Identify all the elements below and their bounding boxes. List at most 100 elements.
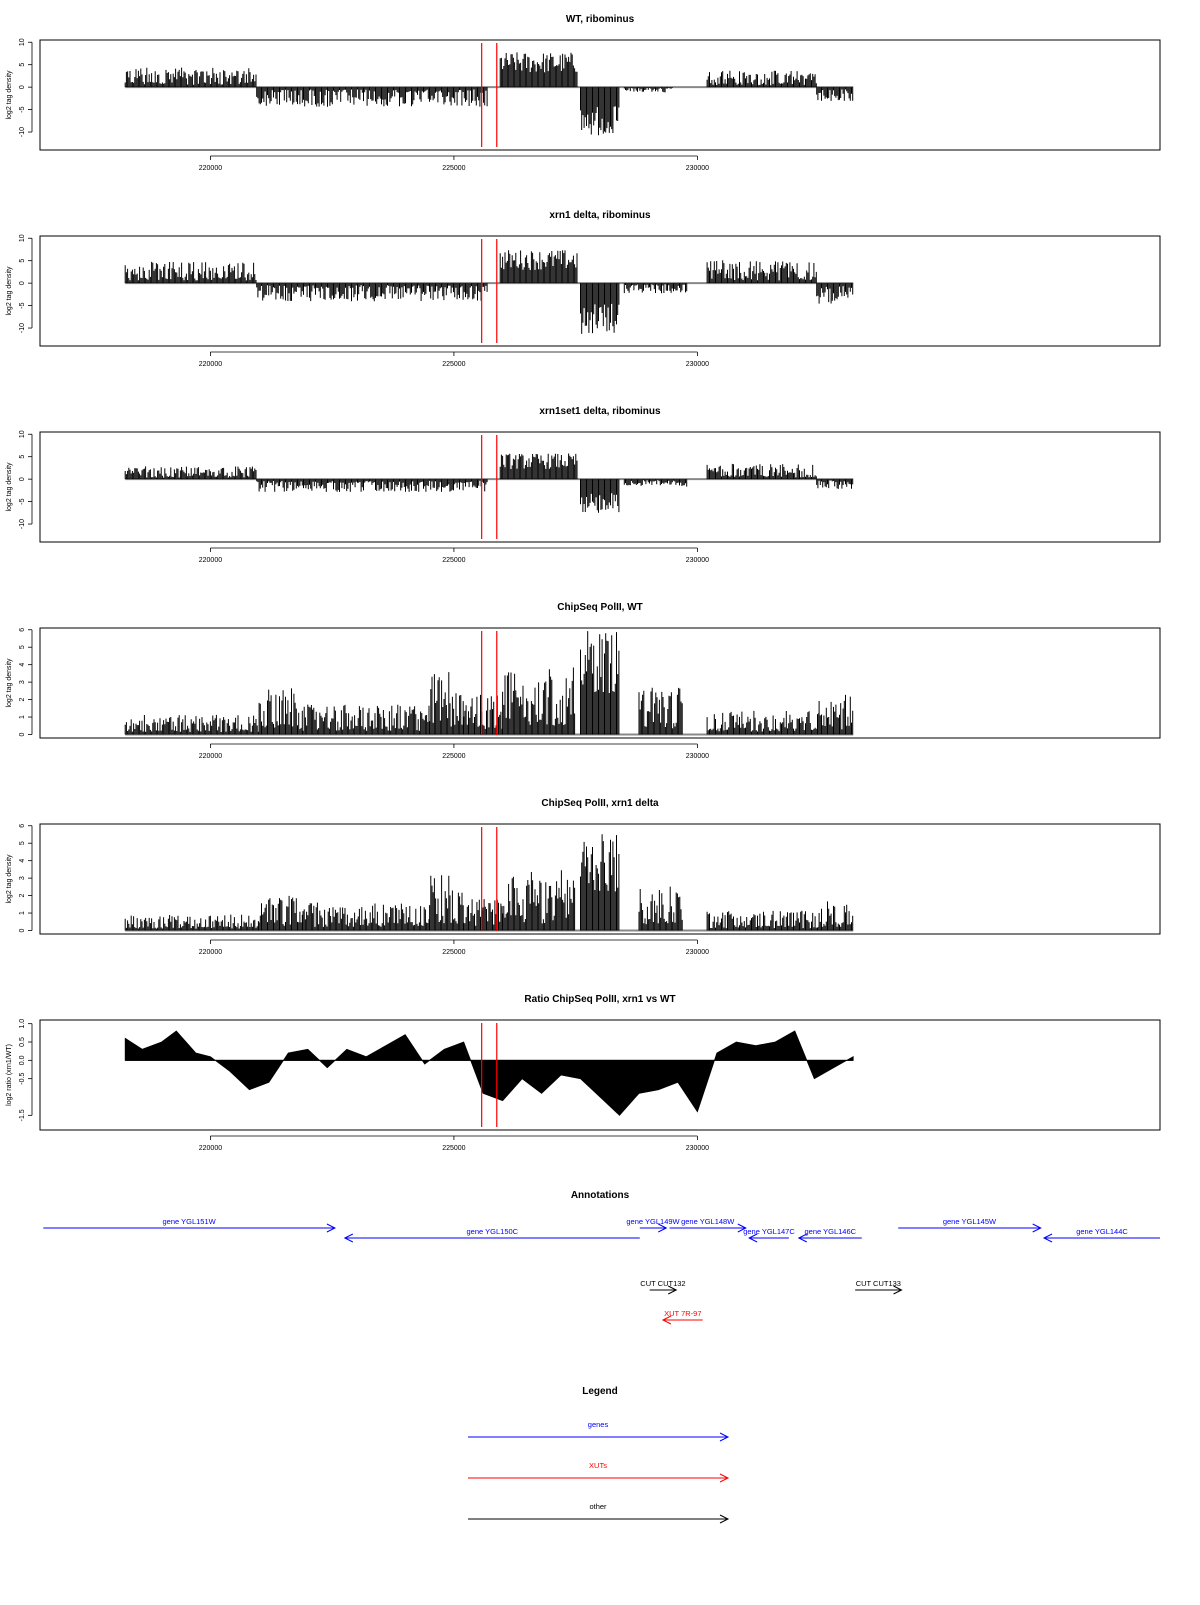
annotation-other: CUT CUT132 bbox=[640, 1279, 686, 1295]
signal-bars bbox=[302, 704, 430, 735]
track-segment bbox=[124, 714, 259, 735]
x-tick-label: 220000 bbox=[199, 949, 222, 956]
track-segment bbox=[302, 704, 430, 735]
panel-title: xrn1set1 delta, ribominus bbox=[539, 406, 661, 417]
y-tick-label: 0 bbox=[19, 85, 26, 89]
legend-item-xut: XUTs bbox=[468, 1461, 730, 1483]
y-tick-label: 5 bbox=[19, 841, 26, 845]
y-tick-label: 0.0 bbox=[19, 1055, 26, 1065]
y-axis-label: log2 tag density bbox=[6, 462, 13, 512]
annotations-title: Annotations bbox=[571, 1190, 630, 1201]
track-segment bbox=[124, 67, 257, 88]
y-axis-label: log2 tag density bbox=[6, 854, 13, 904]
x-tick-label: 230000 bbox=[686, 361, 709, 368]
annotation-label: gene YGL145W bbox=[943, 1217, 997, 1226]
annotation-label: gene YGL151W bbox=[162, 1217, 216, 1226]
x-tick-label: 230000 bbox=[686, 1145, 709, 1152]
annotation-gene: gene YGL151W bbox=[43, 1217, 337, 1233]
y-axis-label: log2 tag density bbox=[6, 70, 13, 120]
y-axis-label: log2 tag density bbox=[6, 266, 13, 316]
signal-bars bbox=[706, 70, 817, 88]
x-tick-label: 230000 bbox=[686, 557, 709, 564]
signal-bars bbox=[818, 694, 854, 735]
panel-title: ChipSeq PolII, xrn1 delta bbox=[541, 798, 659, 809]
annotation-label: gene YGL146C bbox=[805, 1227, 857, 1236]
signal-bars bbox=[706, 910, 820, 931]
y-tick-label: 5 bbox=[19, 63, 26, 67]
annotation-xut: XUT 7R-97 bbox=[661, 1309, 703, 1325]
y-tick-label: 0 bbox=[19, 928, 26, 932]
annotation-other: CUT CUT133 bbox=[855, 1279, 903, 1295]
signal-bars bbox=[580, 87, 620, 136]
track-segment bbox=[580, 87, 620, 136]
signal-bars bbox=[499, 52, 578, 88]
y-tick-label: 10 bbox=[19, 430, 26, 438]
signal-bars bbox=[638, 687, 683, 735]
signal-bars bbox=[706, 463, 817, 480]
plot-frame bbox=[39, 823, 1161, 935]
arrow-head bbox=[661, 1315, 672, 1325]
track-segment bbox=[502, 870, 576, 931]
y-tick-label: 10 bbox=[19, 234, 26, 242]
track-segment bbox=[706, 260, 817, 284]
track-segment bbox=[706, 463, 817, 480]
signal-bars bbox=[124, 914, 259, 931]
annotation-label: gene YGL150C bbox=[467, 1227, 519, 1236]
track-segment bbox=[256, 87, 488, 107]
y-tick-label: 2 bbox=[19, 894, 26, 898]
y-tick-label: 1 bbox=[19, 911, 26, 915]
annotation-gene: gene YGL148W bbox=[669, 1217, 747, 1233]
signal-bars bbox=[580, 283, 620, 334]
y-tick-label: -1.5 bbox=[19, 1109, 26, 1121]
track-segment bbox=[499, 250, 578, 284]
track-segment bbox=[818, 901, 854, 931]
panel-title: WT, ribominus bbox=[566, 14, 635, 25]
signal-bars bbox=[580, 834, 620, 931]
legend-label: genes bbox=[588, 1420, 609, 1429]
y-tick-label: -5 bbox=[19, 498, 26, 504]
annotation-label: gene YGL144C bbox=[1076, 1227, 1128, 1236]
annotations-section: Annotations gene YGL151W gene YGL150C gene … bbox=[43, 1190, 1160, 1325]
track-segment bbox=[124, 914, 259, 931]
signal-bars bbox=[124, 67, 257, 88]
track-segment bbox=[429, 672, 464, 735]
track-segment bbox=[463, 899, 503, 931]
panel-title: xrn1 delta, ribominus bbox=[549, 210, 651, 221]
legend-label: XUTs bbox=[589, 1461, 607, 1470]
track-segment bbox=[258, 688, 303, 735]
legend-label: other bbox=[589, 1502, 607, 1511]
track-segment bbox=[816, 479, 854, 489]
signal-bars bbox=[258, 895, 303, 931]
annotation-label: CUT CUT132 bbox=[640, 1279, 685, 1288]
signal-bars bbox=[256, 283, 488, 302]
panel-1: WT, ribominus 10 5 0 -5 -10 log2 tag density 22… bbox=[6, 14, 1161, 172]
annotation-gene: gene YGL145W bbox=[898, 1217, 1042, 1233]
annotation-gene: gene YGL144C bbox=[1042, 1227, 1160, 1243]
y-tick-label: 5 bbox=[19, 259, 26, 263]
annotation-label: CUT CUT133 bbox=[856, 1279, 901, 1288]
signal-bars bbox=[499, 250, 578, 284]
track-segment bbox=[706, 70, 817, 88]
signal-bars bbox=[706, 710, 820, 735]
track-segment bbox=[499, 453, 578, 480]
annotation-label: gene YGL147C bbox=[743, 1227, 795, 1236]
y-tick-label: 3 bbox=[19, 680, 26, 684]
track-segment bbox=[623, 87, 673, 93]
y-tick-label: 3 bbox=[19, 876, 26, 880]
track-segment bbox=[256, 479, 488, 492]
y-tick-label: -5 bbox=[19, 302, 26, 308]
y-tick-label: -0.5 bbox=[19, 1073, 26, 1085]
panel-6: Ratio ChipSeq PolII, xrn1 vs WT 1.0 0.5 0.0… bbox=[6, 994, 1161, 1152]
signal-bars bbox=[499, 453, 578, 480]
y-tick-label: 0 bbox=[19, 281, 26, 285]
panel-5: ChipSeq PolII, xrn1 delta 0 1 2 3 4 5 6 log2 tag… bbox=[6, 798, 1161, 956]
annotation-label: XUT 7R-97 bbox=[664, 1309, 701, 1318]
annotation-gene: gene YGL150C bbox=[343, 1227, 640, 1243]
y-tick-label: -5 bbox=[19, 106, 26, 112]
signal-bars bbox=[816, 283, 854, 304]
signal-bars bbox=[818, 901, 854, 931]
y-tick-label: -10 bbox=[19, 127, 26, 137]
signal-bars bbox=[463, 899, 503, 931]
